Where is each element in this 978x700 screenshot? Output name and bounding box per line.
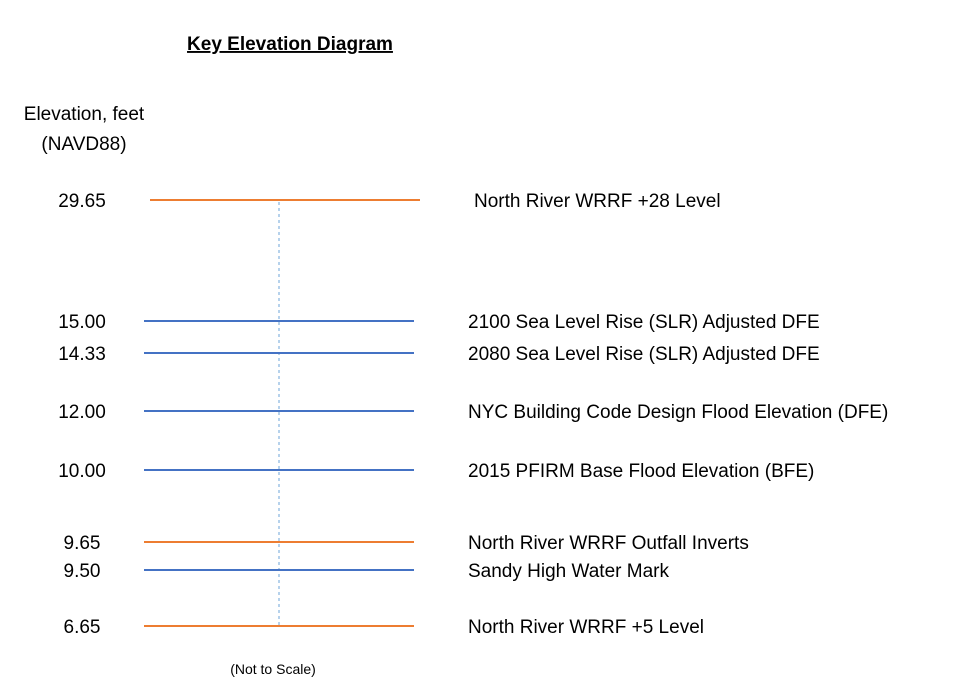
elevation-label: Sandy High Water Mark [468, 561, 669, 582]
elevation-value: 6.65 [64, 617, 101, 638]
elevation-value: 10.00 [58, 461, 106, 482]
elevation-value: 15.00 [58, 312, 106, 333]
diagram-title: Key Elevation Diagram [187, 34, 393, 55]
elevation-label: North River WRRF Outfall Inverts [468, 533, 749, 554]
elevation-value: 14.33 [58, 344, 106, 365]
axis-label-line2: (NAVD88) [41, 134, 126, 155]
elevation-label: NYC Building Code Design Flood Elevation… [468, 402, 888, 423]
elevation-label: North River WRRF +28 Level [474, 191, 721, 212]
elevation-label: 2015 PFIRM Base Flood Elevation (BFE) [468, 461, 814, 482]
axis-label-line1: Elevation, feet [24, 104, 145, 125]
elevation-label: 2100 Sea Level Rise (SLR) Adjusted DFE [468, 312, 820, 333]
elevation-label: North River WRRF +5 Level [468, 617, 704, 638]
elevation-levels: 29.65 North River WRRF +28 Level 15.00 2100… [58, 191, 888, 638]
elevation-value: 9.50 [64, 561, 101, 582]
elevation-value: 12.00 [58, 402, 106, 423]
not-to-scale-note: (Not to Scale) [230, 661, 316, 677]
elevation-value: 9.65 [64, 533, 101, 554]
elevation-value: 29.65 [58, 191, 106, 212]
elevation-label: 2080 Sea Level Rise (SLR) Adjusted DFE [468, 344, 820, 365]
